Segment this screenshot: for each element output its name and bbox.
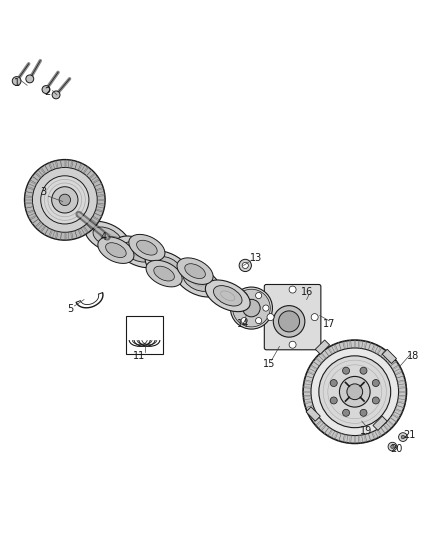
Circle shape: [330, 397, 337, 404]
Text: 18: 18: [407, 351, 420, 361]
Text: 11: 11: [133, 351, 145, 361]
Circle shape: [241, 318, 247, 324]
Ellipse shape: [129, 235, 165, 261]
Ellipse shape: [184, 271, 212, 292]
Circle shape: [52, 91, 60, 99]
Circle shape: [242, 262, 248, 269]
Text: 13: 13: [250, 253, 262, 263]
Bar: [306, 407, 320, 421]
Ellipse shape: [85, 221, 130, 253]
Text: 3: 3: [41, 187, 47, 197]
Circle shape: [399, 433, 407, 441]
Text: 19: 19: [360, 426, 372, 435]
Text: 14: 14: [237, 319, 249, 329]
Circle shape: [360, 409, 367, 416]
Circle shape: [42, 86, 50, 93]
Circle shape: [273, 305, 305, 337]
Circle shape: [289, 341, 296, 348]
Circle shape: [289, 286, 296, 293]
Circle shape: [41, 176, 89, 224]
Circle shape: [339, 376, 370, 407]
Circle shape: [372, 379, 379, 386]
Circle shape: [267, 313, 274, 321]
Circle shape: [32, 167, 97, 232]
Circle shape: [347, 384, 363, 400]
Circle shape: [263, 305, 269, 311]
Ellipse shape: [153, 256, 182, 277]
Circle shape: [330, 379, 337, 386]
Circle shape: [319, 356, 391, 427]
Ellipse shape: [146, 260, 182, 287]
Circle shape: [343, 367, 350, 374]
Circle shape: [243, 300, 260, 317]
Ellipse shape: [115, 236, 160, 268]
Circle shape: [303, 340, 406, 443]
Ellipse shape: [93, 227, 122, 247]
Circle shape: [391, 445, 394, 448]
Ellipse shape: [154, 266, 174, 281]
Ellipse shape: [205, 280, 250, 312]
FancyBboxPatch shape: [264, 285, 321, 350]
Text: 16: 16: [300, 287, 313, 297]
Circle shape: [279, 311, 300, 332]
Ellipse shape: [175, 265, 220, 297]
Bar: [126, 316, 163, 354]
Ellipse shape: [145, 251, 190, 282]
Circle shape: [234, 305, 240, 311]
Circle shape: [25, 159, 105, 240]
Circle shape: [311, 313, 318, 321]
Circle shape: [230, 287, 272, 329]
Circle shape: [241, 293, 247, 298]
Circle shape: [388, 442, 397, 451]
Ellipse shape: [98, 237, 134, 263]
Ellipse shape: [213, 286, 242, 306]
Circle shape: [239, 259, 251, 272]
Ellipse shape: [137, 240, 157, 255]
Circle shape: [401, 435, 405, 439]
Text: 15: 15: [263, 359, 275, 368]
Text: 21: 21: [403, 430, 415, 440]
Ellipse shape: [185, 264, 205, 279]
Circle shape: [26, 75, 34, 83]
Ellipse shape: [106, 243, 126, 257]
Circle shape: [360, 367, 367, 374]
Circle shape: [255, 293, 261, 298]
Circle shape: [59, 194, 71, 206]
Circle shape: [12, 77, 21, 85]
Bar: [373, 416, 387, 431]
Bar: [382, 349, 396, 364]
Ellipse shape: [177, 258, 213, 285]
Text: 1: 1: [14, 78, 20, 87]
Circle shape: [372, 397, 379, 404]
Circle shape: [255, 318, 261, 324]
Text: 17: 17: [323, 319, 336, 329]
Circle shape: [52, 187, 78, 213]
Ellipse shape: [123, 241, 152, 262]
Text: 5: 5: [67, 304, 73, 314]
Circle shape: [343, 409, 350, 416]
Circle shape: [311, 348, 399, 435]
Text: 20: 20: [391, 444, 403, 454]
Text: 2: 2: [44, 87, 50, 96]
Bar: [315, 340, 330, 354]
Text: 4: 4: [100, 232, 106, 242]
Circle shape: [233, 289, 270, 327]
